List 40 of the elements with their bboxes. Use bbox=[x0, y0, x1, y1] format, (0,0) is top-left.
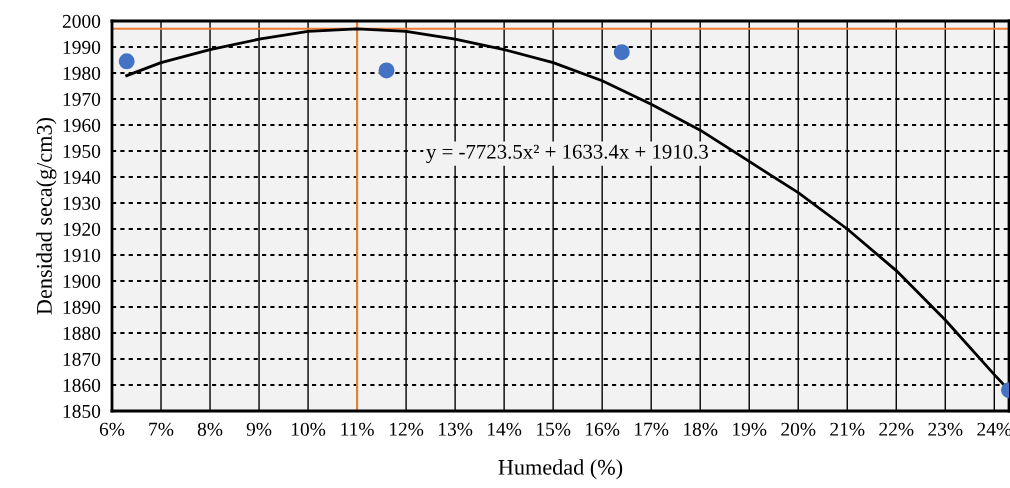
y-tick-label: 1970 bbox=[63, 92, 101, 106]
x-tick-label: 20% bbox=[781, 422, 816, 436]
point bbox=[613, 44, 630, 61]
y-tick-label: 1940 bbox=[63, 170, 101, 184]
y-tick-label: 1980 bbox=[63, 66, 101, 80]
x-tick-label: 21% bbox=[830, 422, 865, 436]
x-tick-label: 12% bbox=[389, 422, 424, 436]
y-tick-label: 1950 bbox=[63, 144, 101, 158]
x-tick-label: 16% bbox=[586, 422, 620, 436]
y-tick-label: 2000 bbox=[62, 14, 101, 28]
x-tick-label: 8% bbox=[197, 422, 223, 436]
y-tick-label: 1910 bbox=[63, 248, 101, 262]
x-tick-label: 7% bbox=[149, 422, 174, 436]
y-axis-title: Densidad seca(g/cm3) bbox=[36, 117, 57, 315]
x-tick-label: 23% bbox=[928, 422, 963, 436]
x-tick-label: 13% bbox=[439, 422, 473, 436]
x-tick-label: 17% bbox=[635, 422, 669, 436]
x-tick-label: 22% bbox=[879, 422, 914, 436]
x-tick-label: 14% bbox=[488, 422, 522, 436]
y-tick-label: 1870 bbox=[63, 352, 101, 366]
x-tick-label: 10% bbox=[291, 422, 326, 436]
y-tick-label: 1990 bbox=[63, 40, 101, 54]
y-tick-label: 1880 bbox=[63, 326, 101, 340]
x-axis-title: Humedad (%) bbox=[498, 459, 623, 480]
x-tick-label: 18% bbox=[684, 422, 718, 436]
annotation: y = -7723.5x² + 1633.4x + 1910.3 bbox=[426, 144, 708, 164]
y-tick-label: 1920 bbox=[63, 222, 101, 236]
y-tick-label: 1850 bbox=[63, 404, 101, 418]
x-tick-label: 15% bbox=[537, 422, 571, 436]
x-tick-label: 19% bbox=[733, 422, 767, 436]
y-tick-label: 1960 bbox=[63, 118, 101, 132]
y-tick-label: 1860 bbox=[63, 378, 101, 392]
y-tick-label: 1900 bbox=[63, 274, 101, 288]
point bbox=[378, 62, 395, 79]
x-tick-label: 6% bbox=[99, 422, 125, 436]
x-tick-label: 9% bbox=[246, 422, 272, 436]
point bbox=[118, 53, 135, 70]
y-tick-label: 1890 bbox=[63, 300, 101, 314]
y-tick-label: 1930 bbox=[63, 196, 101, 210]
x-tick-label: 11% bbox=[341, 422, 374, 436]
